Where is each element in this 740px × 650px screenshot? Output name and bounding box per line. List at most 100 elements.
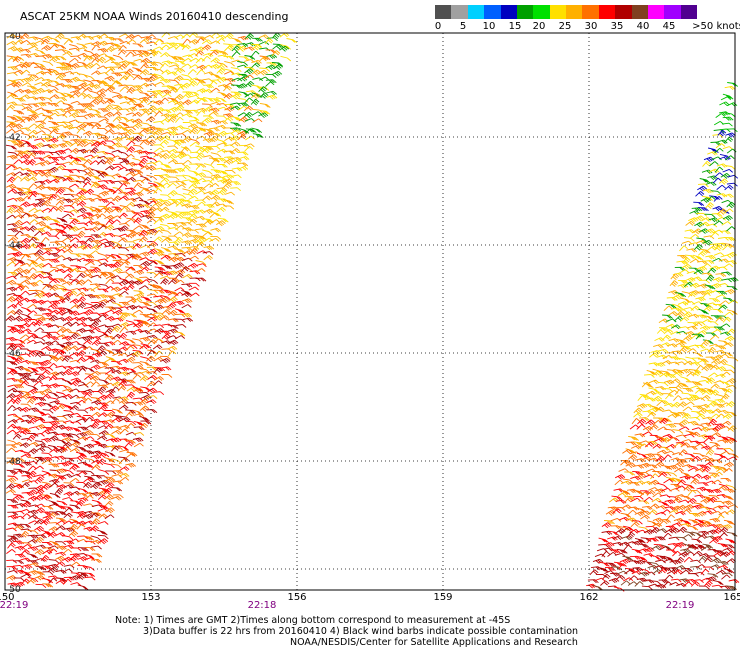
wind-barb bbox=[91, 208, 103, 214]
wind-barb bbox=[147, 185, 158, 189]
wind-barb bbox=[132, 197, 144, 201]
wind-barb bbox=[210, 169, 222, 174]
wind-barb bbox=[84, 171, 95, 177]
wind-barb bbox=[28, 219, 39, 225]
wind-barb bbox=[667, 465, 679, 470]
wind-barb bbox=[702, 465, 711, 473]
wind-barb bbox=[105, 388, 116, 395]
wind-barb bbox=[217, 91, 229, 98]
wind-barb bbox=[27, 74, 37, 82]
wind-barb bbox=[89, 375, 100, 382]
wind-barb bbox=[709, 518, 721, 523]
wind-barb bbox=[34, 273, 44, 279]
wind-barb bbox=[722, 93, 734, 100]
wind-barb bbox=[231, 158, 242, 164]
wind-barb bbox=[56, 228, 67, 234]
wind-barb bbox=[91, 499, 103, 506]
wind-barb bbox=[34, 162, 46, 167]
wind-barb bbox=[703, 437, 713, 443]
wind-barb bbox=[202, 117, 212, 124]
wind-barb bbox=[647, 440, 659, 446]
wind-barb bbox=[20, 234, 32, 239]
wind-barb bbox=[20, 393, 31, 400]
wind-barb bbox=[174, 101, 185, 107]
wind-barb bbox=[40, 429, 51, 435]
wind-barb bbox=[97, 435, 108, 441]
wind-barb bbox=[648, 509, 658, 515]
wind-barb bbox=[174, 68, 183, 75]
wind-barb bbox=[97, 350, 108, 356]
wind-barb bbox=[658, 520, 668, 527]
wind-barb bbox=[69, 169, 81, 173]
wind-barb bbox=[77, 139, 88, 144]
wind-barb bbox=[76, 43, 88, 49]
lat-tick-label: -46 bbox=[6, 349, 21, 359]
wind-barb bbox=[159, 139, 169, 146]
wind-barb bbox=[703, 510, 714, 515]
wind-barb bbox=[208, 80, 218, 87]
wind-barb bbox=[27, 310, 38, 316]
wind-barb bbox=[209, 145, 221, 150]
wind-barb bbox=[41, 247, 53, 252]
wind-barb bbox=[633, 407, 643, 414]
wind-barb bbox=[152, 344, 163, 350]
wind-barb bbox=[637, 418, 647, 426]
wind-barb bbox=[724, 208, 734, 214]
wind-barb bbox=[692, 550, 703, 557]
wind-barb bbox=[35, 366, 47, 372]
wind-barb bbox=[146, 395, 158, 399]
wind-barb bbox=[77, 426, 89, 431]
wind-barb bbox=[646, 464, 658, 469]
wind-barb bbox=[89, 283, 101, 288]
wind-barb bbox=[703, 156, 715, 162]
wind-barb bbox=[118, 404, 129, 410]
wind-barb bbox=[76, 194, 86, 202]
wind-barb bbox=[662, 532, 672, 539]
wind-barb bbox=[161, 93, 172, 98]
wind-barb bbox=[125, 51, 135, 58]
wind-barb bbox=[237, 162, 249, 167]
wind-barb bbox=[77, 497, 89, 502]
wind-barb bbox=[722, 500, 733, 506]
wind-barb bbox=[27, 152, 37, 159]
wind-barb bbox=[48, 278, 59, 284]
wind-barb bbox=[727, 277, 739, 282]
wind-barb bbox=[619, 489, 631, 495]
wind-barb bbox=[55, 561, 66, 567]
wind-barb bbox=[42, 323, 54, 328]
wind-barb bbox=[687, 420, 699, 426]
wind-barb bbox=[76, 156, 87, 162]
wind-barb bbox=[723, 568, 735, 574]
lat-tick-label: -44 bbox=[6, 241, 21, 251]
wind-barb bbox=[707, 267, 717, 274]
wind-barb bbox=[49, 397, 60, 403]
wind-barb bbox=[42, 317, 53, 322]
wind-barb bbox=[83, 254, 95, 259]
wind-barb bbox=[203, 176, 215, 181]
wind-barb bbox=[687, 498, 697, 505]
wind-barb bbox=[167, 278, 177, 285]
wind-barb bbox=[152, 284, 164, 290]
wind-barb bbox=[104, 224, 115, 231]
wind-barb bbox=[594, 553, 606, 558]
wind-barb bbox=[20, 359, 31, 365]
wind-barb bbox=[13, 35, 25, 40]
wind-barb bbox=[660, 566, 672, 572]
wind-barb bbox=[666, 296, 678, 301]
wind-barb bbox=[76, 328, 87, 334]
wind-barb bbox=[125, 356, 136, 363]
wind-barb bbox=[41, 225, 52, 230]
wind-barb bbox=[55, 350, 65, 357]
wind-barb bbox=[188, 91, 200, 96]
wind-barb bbox=[660, 393, 672, 398]
wind-barb bbox=[119, 222, 130, 227]
wind-barb bbox=[628, 435, 639, 441]
wind-barb bbox=[118, 379, 128, 387]
wind-barb bbox=[634, 581, 644, 587]
wind-barb bbox=[666, 514, 675, 521]
wind-barb bbox=[167, 324, 179, 330]
wind-barb bbox=[26, 434, 36, 441]
wind-barb bbox=[703, 580, 713, 588]
wind-barb bbox=[20, 372, 32, 378]
wind-barb bbox=[13, 560, 24, 565]
